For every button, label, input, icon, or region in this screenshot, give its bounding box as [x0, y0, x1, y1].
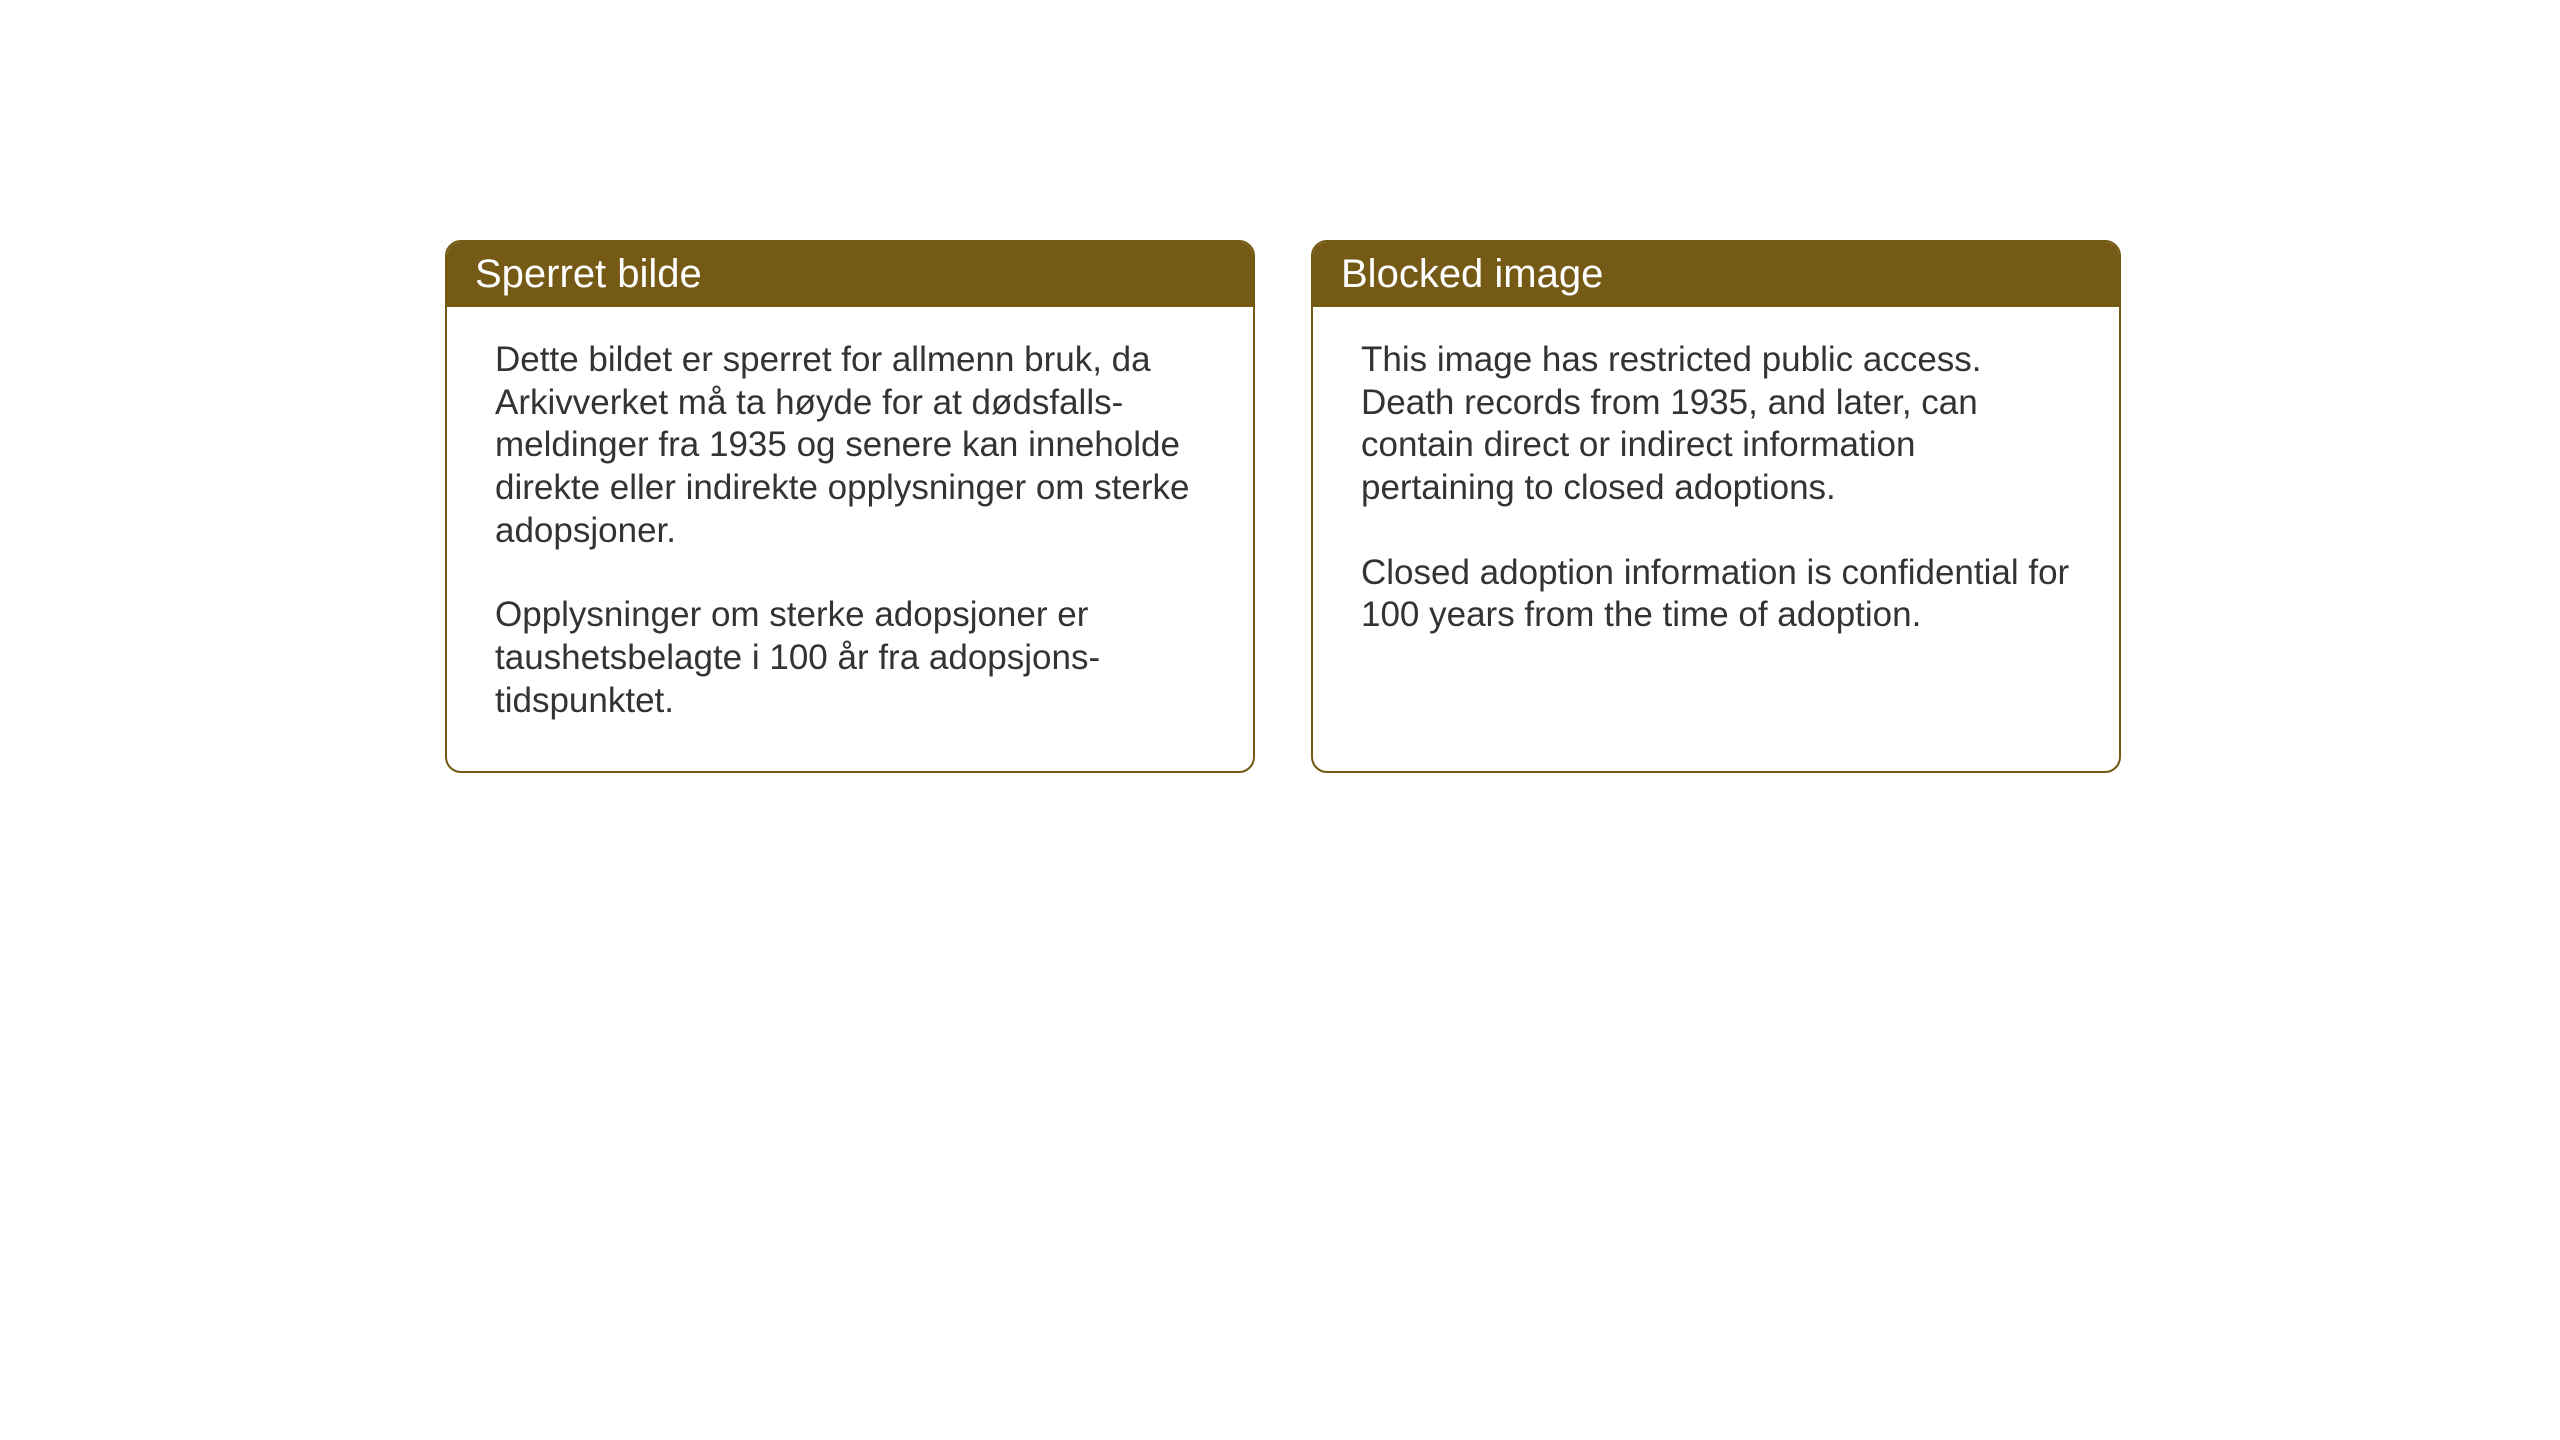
notice-card-norwegian: Sperret bilde Dette bildet er sperret fo…	[445, 240, 1255, 773]
notice-card-title: Blocked image	[1341, 252, 1603, 296]
notice-paragraph: Dette bildet er sperret for allmenn bruk…	[495, 339, 1205, 552]
notice-card-body: This image has restricted public access.…	[1313, 307, 2119, 757]
notice-paragraph: This image has restricted public access.…	[1361, 339, 2071, 510]
notice-card-english: Blocked image This image has restricted …	[1311, 240, 2121, 773]
notice-paragraph: Opplysninger om sterke adopsjoner er tau…	[495, 594, 1205, 722]
notice-card-title: Sperret bilde	[475, 252, 702, 296]
notice-card-header: Sperret bilde	[447, 242, 1253, 307]
notice-cards-container: Sperret bilde Dette bildet er sperret fo…	[445, 240, 2121, 773]
notice-card-body: Dette bildet er sperret for allmenn bruk…	[447, 307, 1253, 771]
notice-card-header: Blocked image	[1313, 242, 2119, 307]
notice-paragraph: Closed adoption information is confident…	[1361, 552, 2071, 637]
